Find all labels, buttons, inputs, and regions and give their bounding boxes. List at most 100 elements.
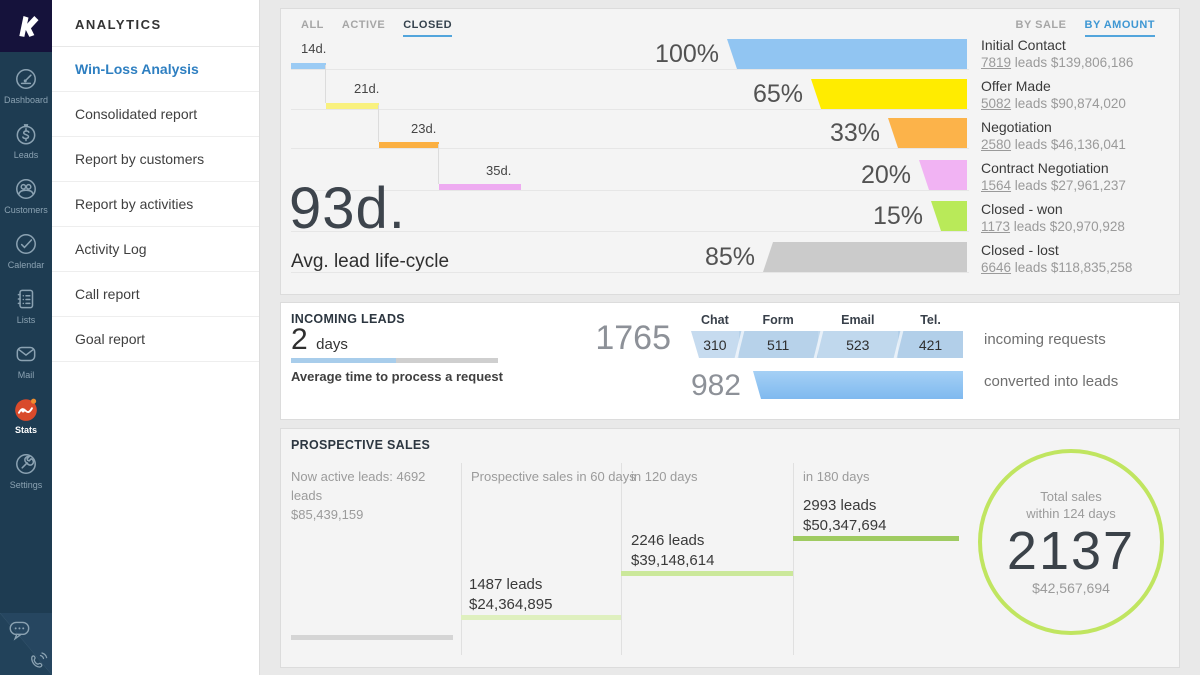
tab-by-sale[interactable]: BY SALE xyxy=(1015,19,1067,31)
menu-item-consolidated-report[interactable]: Consolidated report xyxy=(52,92,259,137)
tab-closed[interactable]: CLOSED xyxy=(403,19,453,37)
funnel-bar xyxy=(931,201,967,231)
menu-header: ANALYTICS xyxy=(52,0,259,47)
total-sales-caption-1: Total sales xyxy=(1040,489,1102,504)
funnel-row: 100% xyxy=(655,39,967,69)
wrench-icon xyxy=(13,451,39,477)
total-sales-circle: Total sales within 124 days 2137 $42,567… xyxy=(978,449,1164,635)
step-connector xyxy=(438,144,439,184)
sidebar-item-label: Customers xyxy=(4,205,48,215)
menu-item-goal-report[interactable]: Goal report xyxy=(52,317,259,362)
sidebar-item-calendar[interactable]: Calendar xyxy=(0,223,52,278)
stage-title: Initial Contact xyxy=(981,37,1066,53)
incoming-leads-title: INCOMING LEADS xyxy=(291,312,405,326)
gridline xyxy=(291,109,969,110)
gridline xyxy=(291,231,969,232)
leads-count-link[interactable]: 1564 xyxy=(981,178,1012,193)
column-divider xyxy=(621,463,622,655)
sidebar-item-stats[interactable]: Stats xyxy=(0,388,52,443)
leads-count: 1487 leads xyxy=(469,576,543,593)
stage-detail: 2580 leads $46,136,041 xyxy=(981,136,1179,154)
sales-180-days-value: 2993 leads $50,347,694 xyxy=(803,496,886,536)
funnel-percent: 20% xyxy=(860,160,911,189)
converted-bar xyxy=(753,371,963,399)
menu-item-report-by-customers[interactable]: Report by customers xyxy=(52,137,259,182)
menu-item-call-report[interactable]: Call report xyxy=(52,272,259,317)
sidebar-item-label: Leads xyxy=(13,150,39,160)
channel-label-form: Form xyxy=(762,313,794,327)
incoming-requests-total: 1765 xyxy=(595,319,671,357)
gridline xyxy=(291,148,969,149)
people-icon xyxy=(13,176,39,202)
incoming-leads-card: INCOMING LEADS 2 days Average time to pr… xyxy=(280,302,1180,420)
chat-bubble-icon[interactable] xyxy=(5,617,35,643)
leads-amount: $24,364,895 xyxy=(469,596,553,613)
sidebar-item-dashboard[interactable]: Dashboard xyxy=(0,58,52,113)
tab-active[interactable]: ACTIVE xyxy=(341,19,386,31)
sales-120-days-header: in 120 days xyxy=(631,469,698,484)
sales-180-days-header: in 180 days xyxy=(803,469,870,484)
funnel-bar xyxy=(888,118,967,148)
leads-count-link[interactable]: 1173 xyxy=(981,219,1011,234)
stage-amount: leads $20,970,928 xyxy=(1010,219,1125,234)
stage-detail: 5082 leads $90,874,020 xyxy=(981,95,1179,113)
stage-detail: 7819 leads $139,806,186 xyxy=(981,54,1179,72)
rail-bottom-actions xyxy=(0,613,52,675)
app-logo[interactable] xyxy=(0,0,52,52)
stage-amount: leads $46,136,041 xyxy=(1011,137,1126,152)
funnel-percent: 33% xyxy=(829,118,880,147)
channel-label-email: Email xyxy=(841,313,875,327)
menu-item-report-by-activities[interactable]: Report by activities xyxy=(52,182,259,227)
step-days-label: 14d. xyxy=(301,41,327,56)
total-sales-value: 2137 xyxy=(1006,521,1136,581)
leads-amount: $50,347,694 xyxy=(803,517,887,534)
channel-labels: Chat Form Email Tel. xyxy=(691,313,963,327)
channel-segment-chat: 310 xyxy=(691,331,739,358)
sidebar-item-leads[interactable]: Leads xyxy=(0,113,52,168)
channel-segment-form: 511 xyxy=(734,331,818,358)
check-circle-icon xyxy=(13,231,39,257)
line-chart-icon xyxy=(13,396,39,422)
gridline xyxy=(291,272,969,273)
funnel-percent: 65% xyxy=(752,79,803,108)
funnel-row: 33% xyxy=(830,118,967,148)
step-days-label: 21d. xyxy=(354,81,380,96)
stage-amount: leads $118,835,258 xyxy=(1011,260,1133,275)
now-active-leads-line2: $85,439,159 xyxy=(291,507,364,522)
phone-icon[interactable] xyxy=(26,648,50,672)
incoming-requests-label: incoming requests xyxy=(984,331,1106,348)
sidebar-item-mail[interactable]: Mail xyxy=(0,333,52,388)
step-bar-120 xyxy=(621,571,793,576)
leads-count-link[interactable]: 2580 xyxy=(981,137,1012,152)
sidebar-item-lists[interactable]: Lists xyxy=(0,278,52,333)
stage-title: Negotiation xyxy=(981,119,1052,135)
sidebar-item-customers[interactable]: Customers xyxy=(0,168,52,223)
tab-all[interactable]: ALL xyxy=(301,19,324,31)
processing-time: 2 days xyxy=(291,323,348,357)
leads-count-link[interactable]: 6646 xyxy=(981,260,1012,275)
channel-segment-email: 523 xyxy=(813,331,899,358)
step-bar-180 xyxy=(793,536,959,541)
stage-title: Contract Negotiation xyxy=(981,160,1109,176)
kommo-k-logo-icon xyxy=(11,11,41,41)
channel-label-tel: Tel. xyxy=(920,313,941,327)
gauge-icon xyxy=(13,66,39,92)
sidebar-item-settings[interactable]: Settings xyxy=(0,443,52,498)
step-bar-60 xyxy=(461,615,621,620)
step-bar xyxy=(291,63,326,69)
stage-amount: leads $139,806,186 xyxy=(1011,55,1134,70)
sidebar-item-label: Calendar xyxy=(7,260,45,270)
main-content: ALL ACTIVE CLOSED BY SALE BY AMOUNT 14d.… xyxy=(260,0,1200,675)
stage-contract-negotiation: Contract Negotiation 1564 leads $27,961,… xyxy=(981,160,1179,195)
dollar-circle-icon xyxy=(13,121,39,147)
leads-count-link[interactable]: 5082 xyxy=(981,96,1012,111)
stage-title: Closed - lost xyxy=(981,242,1059,258)
leads-count: 2246 leads xyxy=(631,532,705,549)
tab-by-amount[interactable]: BY AMOUNT xyxy=(1084,19,1155,37)
leads-count-link[interactable]: 7819 xyxy=(981,55,1012,70)
menu-item-win-loss-analysis[interactable]: Win-Loss Analysis xyxy=(52,47,259,92)
column-divider xyxy=(461,463,462,655)
menu-item-activity-log[interactable]: Activity Log xyxy=(52,227,259,272)
envelope-icon xyxy=(13,341,39,367)
sales-60-days-header: Prospective sales in 60 days xyxy=(471,469,636,484)
